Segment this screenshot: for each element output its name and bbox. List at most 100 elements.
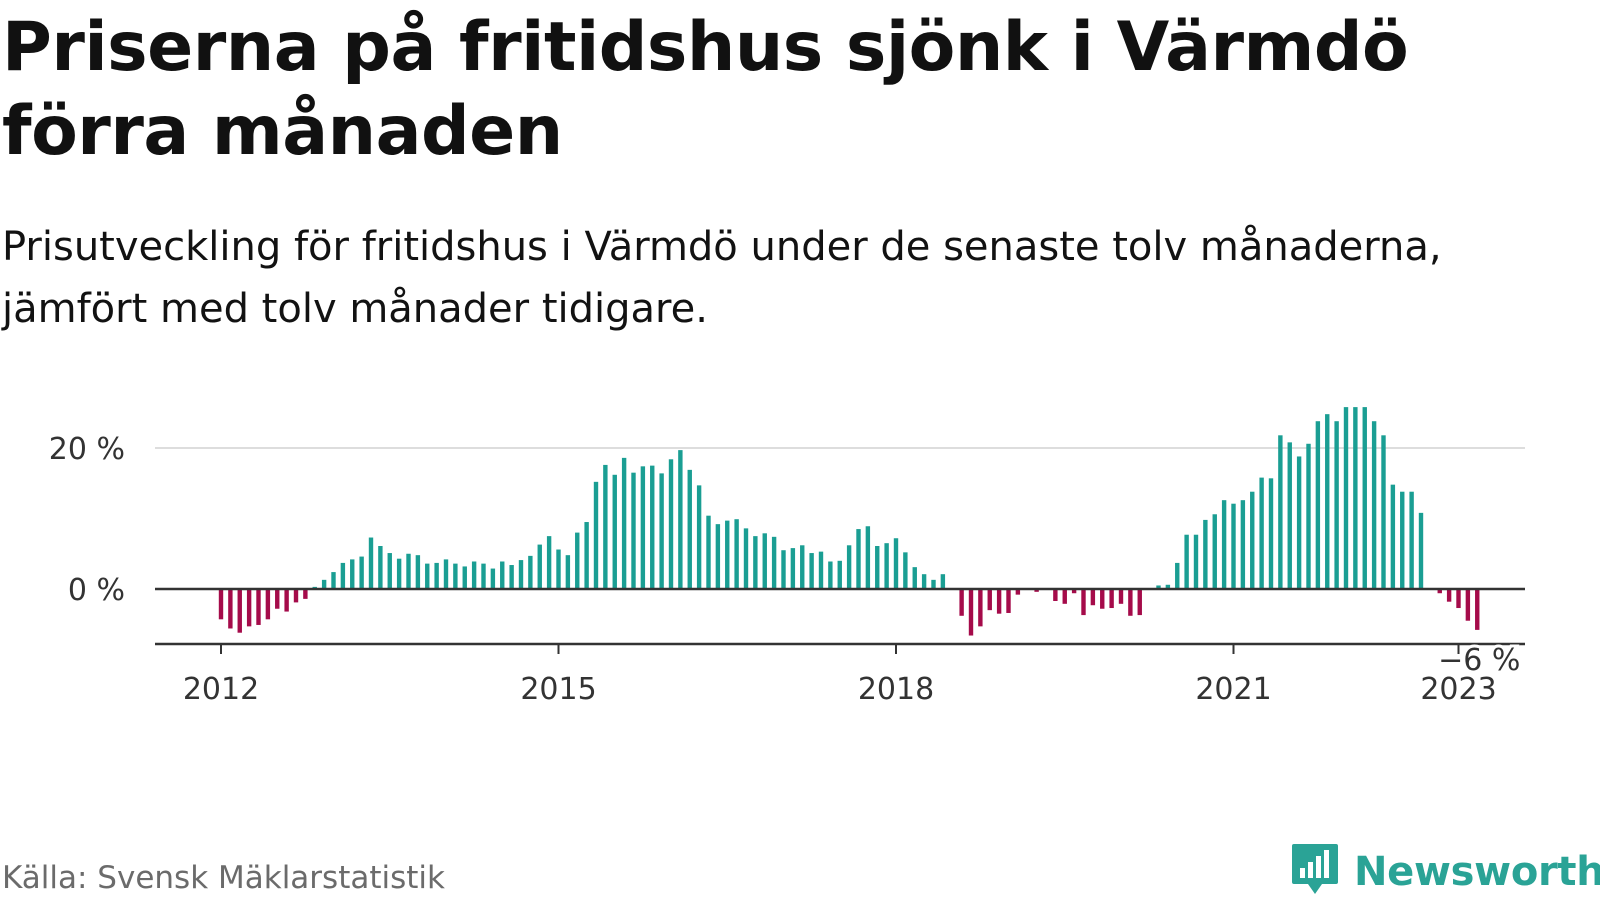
bar [753,536,758,590]
bar [865,526,871,589]
bar [556,549,561,589]
bar [1278,435,1283,589]
bar [528,555,533,589]
bar [1381,435,1386,589]
bar [1315,421,1321,589]
bar [218,589,224,620]
bar [1015,589,1021,595]
bar [415,555,421,589]
bar [875,546,880,589]
bar [631,472,636,589]
bar [837,560,842,589]
bar [1184,534,1189,589]
bar [1118,589,1124,604]
bar [546,536,552,590]
bar [725,520,730,589]
bar [678,450,683,589]
newsworthy-logo[interactable]: Newsworthy [1290,842,1600,902]
bar [1128,589,1133,616]
bar [1100,589,1105,609]
bar [453,563,458,589]
bar [1334,421,1339,589]
bar [1268,478,1274,589]
brand-name: Newsworthy [1354,849,1600,895]
bar [246,589,252,627]
bar [715,524,721,589]
bar [378,546,383,589]
bar [1465,589,1471,621]
bar [1203,519,1208,589]
bar [968,589,974,636]
bar [1071,589,1077,594]
bar [237,589,242,633]
y-tick-label: 20 % [49,432,125,467]
bar [303,589,308,599]
bar [359,556,364,589]
bar [1306,443,1311,589]
bar [1362,407,1367,589]
x-tick-label: 2018 [858,672,934,707]
bar [1240,500,1246,589]
x-tick-label: 2012 [183,672,259,707]
bar [650,465,655,590]
bar [1109,589,1114,609]
bar [565,555,571,589]
bar [265,589,271,620]
newsworthy-logo-icon [1292,844,1338,894]
bar [593,481,599,589]
bar [275,589,280,609]
bar [425,563,430,589]
bar [1250,491,1255,589]
bar [1212,514,1217,589]
bar [1053,589,1058,601]
bar [1006,589,1011,613]
bar [1259,477,1264,589]
bar [1193,534,1199,589]
bar [387,553,392,589]
bar [809,553,814,589]
bar [603,464,608,589]
bar [1353,407,1358,589]
bar [940,574,946,589]
bar [584,522,589,589]
axis-layer: 2012 2015 2018 2021 2023−6 % [155,587,1525,707]
source-note: Källa: Svensk Mäklarstatistik [2,860,445,896]
bar [434,562,439,589]
bar [471,561,477,589]
bar [884,543,889,589]
x-tick-label: 2021 [1195,672,1271,707]
bar [762,533,767,589]
bar [1437,589,1442,594]
bar [659,473,664,589]
grid-layer: 0 % 20 % [49,432,1525,608]
bar [443,559,449,589]
bar [1231,503,1236,589]
bar [921,574,927,589]
bar [284,589,289,612]
bar [706,515,711,589]
bar [1296,456,1302,589]
bar [856,529,861,589]
bar [978,589,983,627]
bar [1409,491,1414,589]
bar [743,528,749,589]
bar [959,589,964,616]
bar [800,545,805,589]
bar-chart: 0 % 20 % 2012 2015 2018 2021 2023−6 % [49,407,1525,707]
bar [1156,585,1161,589]
bar [481,563,486,589]
x-tick-label: 2023 [1420,672,1496,707]
bar [696,485,702,589]
bar [1400,491,1405,589]
bar [1090,589,1096,606]
bar [340,562,346,589]
bar [931,579,936,589]
bar [687,469,692,589]
bar [640,466,646,589]
bar [1137,589,1142,616]
bar [518,560,524,589]
bar [321,579,327,589]
bars-layer [218,407,1480,636]
bar [1371,421,1377,589]
bar [293,589,299,603]
